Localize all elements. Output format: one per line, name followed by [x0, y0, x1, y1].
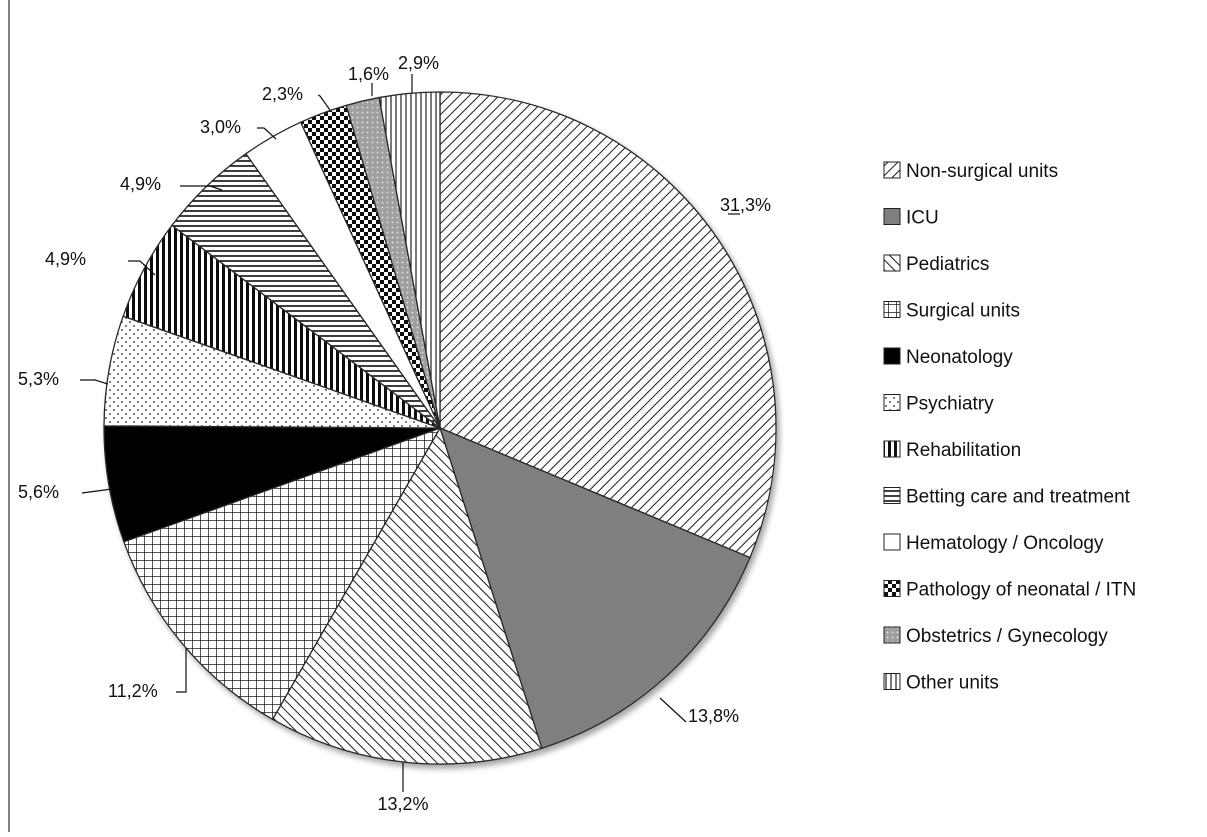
legend: Non-surgical units ICU Pediatrics Surgical … — [883, 161, 1136, 694]
legend-label-other-units: Other units — [906, 673, 999, 694]
legend-swatch-rehabilitation — [883, 440, 901, 458]
pie-slice-surgical-units — [123, 426, 442, 721]
slice-label-pediatrics: 13,2% — [377, 794, 428, 814]
legend-label-betting-care-and-treatment: Betting care and treatment — [906, 487, 1131, 508]
legend-swatch-pathology-of-neonatal-itn — [883, 580, 901, 597]
legend-label-obstetrics-gynecology: Obstetrics / Gynecology — [906, 626, 1108, 647]
slice-label-pathology-of-neonatal-itn: 2,3% — [262, 84, 303, 104]
legend-swatch-hematology-oncology — [883, 533, 901, 551]
legend-swatch-pediatrics — [883, 254, 901, 272]
pie-slice-other-units — [378, 91, 441, 429]
legend-swatch-other-units — [883, 673, 901, 690]
slice-label-neonatology: 5,6% — [18, 482, 59, 502]
leader-lines — [80, 74, 740, 792]
slice-label-rehabilitation: 4,9% — [45, 249, 86, 269]
legend-label-psychiatry: Psychiatry — [906, 394, 994, 415]
legend-label-neonatology: Neonatology — [906, 347, 1013, 368]
slice-label-non-surgical-units: 31,3% — [720, 195, 771, 215]
legend-swatch-obstetrics-gynecology — [883, 626, 901, 644]
legend-swatch-psychiatry — [883, 394, 901, 411]
legend-label-pathology-of-neonatal-itn: Pathology of neonatal / ITN — [906, 580, 1136, 601]
leader-line-hematology-oncology — [257, 127, 277, 140]
slice-label-obstetrics-gynecology: 1,6% — [348, 64, 389, 84]
legend-label-rehabilitation: Rehabilitation — [906, 440, 1021, 461]
slice-labels: 31,3% 13,8% 13,2% 11,2% 5,6% 5,3% 4,9% 4,9% 3,0%… — [18, 53, 771, 814]
legend-swatch-non-surgical-units — [883, 161, 901, 179]
leader-line-neonatology — [81, 488, 113, 494]
pie-slice-non-surgical-units — [439, 91, 777, 559]
legend-swatch-surgical-units — [883, 301, 901, 318]
leader-line-psychiatry — [80, 379, 109, 385]
frame-left-rule — [8, 0, 10, 832]
pie-slice-icu — [438, 426, 751, 750]
legend-label-pediatrics: Pediatrics — [906, 254, 989, 275]
leader-line-betting-care-and-treatment — [180, 185, 223, 191]
legend-label-hematology-oncology: Hematology / Oncology — [906, 533, 1104, 554]
slice-label-other-units: 2,9% — [398, 53, 439, 73]
legend-swatch-betting-care-and-treatment — [883, 487, 901, 504]
slice-label-icu: 13,8% — [688, 706, 739, 726]
legend-swatch-neonatology — [883, 347, 901, 365]
legend-label-non-surgical-units: Non-surgical units — [906, 161, 1058, 182]
legend-swatch-icu — [883, 208, 901, 225]
leader-line-surgical-units — [176, 648, 187, 693]
slice-label-hematology-oncology: 3,0% — [200, 117, 241, 137]
pie-slice-pediatrics — [271, 426, 543, 765]
leader-line-rehabilitation — [128, 260, 156, 276]
leader-line-icu — [659, 697, 687, 723]
leader-line-pathology-of-neonatal-itn — [317, 94, 331, 111]
slice-label-psychiatry: 5,3% — [18, 369, 59, 389]
legend-label-icu: ICU — [906, 208, 939, 229]
slice-label-betting-care-and-treatment: 4,9% — [120, 174, 161, 194]
legend-label-surgical-units: Surgical units — [906, 301, 1020, 322]
pie-slices — [103, 91, 777, 765]
slice-label-surgical-units: 11,2% — [108, 681, 158, 701]
